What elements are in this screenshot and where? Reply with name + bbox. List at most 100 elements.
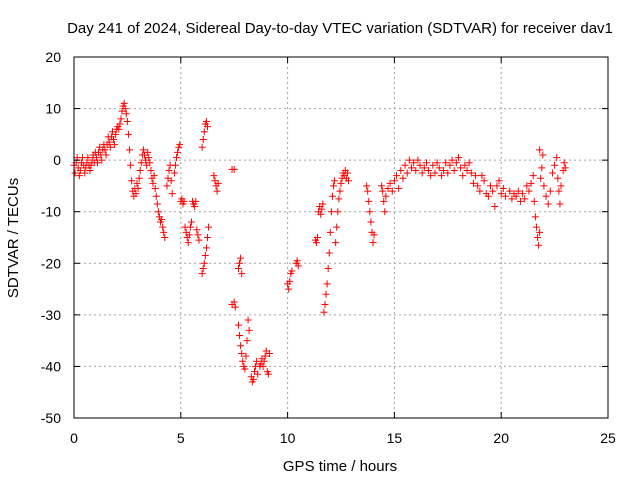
data-point <box>540 182 548 190</box>
data-point <box>442 159 450 167</box>
data-point <box>326 228 334 236</box>
data-point <box>163 182 171 190</box>
data-point <box>512 192 520 200</box>
data-point <box>154 208 162 216</box>
data-point <box>480 177 488 185</box>
data-point <box>497 190 505 198</box>
data-point <box>542 192 550 200</box>
data-point <box>149 179 157 187</box>
y-tick-label: 10 <box>45 101 61 117</box>
data-point <box>136 166 144 174</box>
data-point <box>213 187 221 195</box>
data-point <box>495 177 503 185</box>
data-point <box>92 154 100 162</box>
data-point <box>401 161 409 169</box>
plot-frame <box>73 56 609 419</box>
data-point <box>264 370 272 378</box>
data-point <box>200 259 208 267</box>
data-point <box>425 166 433 174</box>
data-point <box>412 166 420 174</box>
x-tick-label: 0 <box>70 430 78 446</box>
grid-lines <box>74 57 608 418</box>
data-point <box>76 166 84 174</box>
data-point <box>331 177 339 185</box>
data-point <box>184 239 192 247</box>
data-point <box>195 236 203 244</box>
data-point <box>525 187 533 195</box>
data-point <box>236 331 244 339</box>
data-point <box>137 159 145 167</box>
data-point <box>110 136 118 144</box>
data-point <box>293 257 301 265</box>
data-point <box>448 156 456 164</box>
data-point <box>317 210 325 218</box>
data-point <box>180 197 188 205</box>
data-point <box>321 301 329 309</box>
data-point <box>199 136 207 144</box>
data-point <box>230 165 238 173</box>
data-point <box>214 179 222 187</box>
data-point <box>294 262 302 270</box>
data-point <box>242 352 250 360</box>
x-tick-label: 20 <box>493 430 509 446</box>
data-point <box>508 195 516 203</box>
data-point <box>560 159 568 167</box>
data-point <box>454 154 462 162</box>
data-point <box>478 172 486 180</box>
data-point <box>237 254 245 262</box>
data-point <box>323 280 331 288</box>
data-point <box>437 172 445 180</box>
data-point <box>553 154 561 162</box>
y-tick-label: 20 <box>45 49 61 65</box>
data-point <box>115 125 123 133</box>
data-point <box>548 169 556 177</box>
data-point <box>414 156 422 164</box>
data-point <box>230 298 238 306</box>
data-point <box>435 164 443 172</box>
data-point <box>554 174 562 182</box>
data-point <box>388 187 396 195</box>
data-point <box>194 231 202 239</box>
data-point <box>106 143 114 151</box>
data-point <box>132 190 140 198</box>
data-point <box>254 370 262 378</box>
data-point <box>440 166 448 174</box>
data-point <box>536 228 544 236</box>
data-point <box>532 223 540 231</box>
data-point <box>519 190 527 198</box>
data-point <box>489 187 497 195</box>
data-point <box>102 151 110 159</box>
data-point <box>145 154 153 162</box>
data-point <box>484 192 492 200</box>
data-point <box>343 169 351 177</box>
data-point <box>327 208 335 216</box>
y-tick-label: -30 <box>41 307 61 323</box>
data-point <box>285 285 293 293</box>
data-point <box>459 172 467 180</box>
data-point <box>192 197 200 205</box>
data-point <box>150 172 158 180</box>
data-point <box>165 166 173 174</box>
data-point <box>124 130 132 138</box>
data-point <box>319 200 327 208</box>
data-point <box>324 264 332 272</box>
data-point <box>335 195 343 203</box>
data-point <box>334 208 342 216</box>
data-point <box>167 177 175 185</box>
data-point <box>487 182 495 190</box>
data-point <box>403 169 411 177</box>
data-point <box>244 316 252 324</box>
data-point <box>170 169 178 177</box>
data-point <box>380 197 388 205</box>
data-point <box>514 187 522 195</box>
data-point <box>431 169 439 177</box>
data-point <box>152 192 160 200</box>
data-point <box>237 342 245 350</box>
data-point <box>318 205 326 213</box>
data-point <box>122 110 130 118</box>
data-point <box>555 187 563 195</box>
data-point <box>159 223 167 231</box>
data-point <box>168 190 176 198</box>
data-point <box>259 362 267 370</box>
